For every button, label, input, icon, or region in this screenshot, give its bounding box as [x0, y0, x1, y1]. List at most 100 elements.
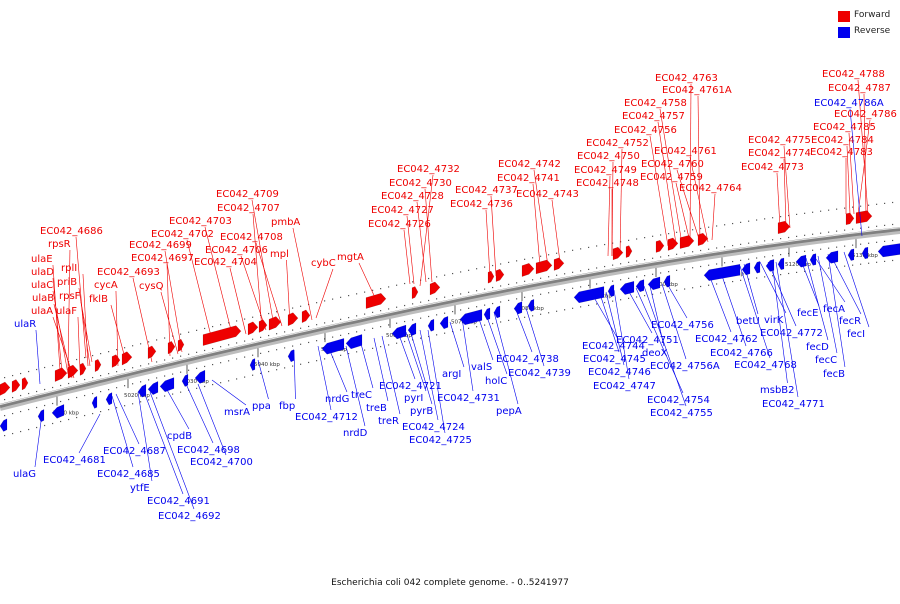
reverse-gene-block — [105, 392, 113, 406]
forward-gene-label: EC042_4759 — [640, 172, 703, 183]
forward-gene-leader — [659, 108, 683, 245]
reverse-gene-label: virK — [764, 315, 784, 326]
forward-gene-leader — [52, 277, 63, 373]
forward-gene-label: rpsR — [48, 239, 71, 250]
reverse-gene-leader — [643, 285, 687, 407]
forward-gene-label: ulaB — [32, 293, 54, 304]
reverse-gene-block — [51, 404, 65, 419]
reverse-gene-label: EC042_4731 — [437, 393, 500, 404]
forward-gene-leader — [689, 156, 709, 243]
reverse-gene-leader — [427, 329, 446, 434]
reverse-gene-block — [249, 358, 256, 371]
reverse-gene-leader — [359, 339, 374, 389]
reverse-gene-leader — [149, 391, 195, 510]
forward-gene-leader — [490, 195, 497, 277]
forward-gene-leader — [77, 316, 81, 371]
forward-gene-block — [521, 263, 535, 277]
forward-gene-leader — [697, 95, 701, 245]
reverse-gene-label: EC042_4721 — [379, 381, 442, 392]
reverse-gene-block — [0, 418, 8, 432]
forward-gene-leader — [406, 215, 415, 285]
reverse-gene-leader — [613, 289, 630, 380]
reverse-gene-label: EC042_4747 — [593, 381, 656, 392]
forward-gene-block — [11, 379, 21, 393]
forward-gene-label: EC042_4693 — [97, 267, 160, 278]
reverse-gene-leader — [707, 271, 732, 333]
reverse-gene-label: fbp — [279, 401, 295, 412]
reverse-gene-label: treR — [378, 416, 399, 427]
forward-gene-leader — [286, 259, 291, 325]
ruler-tick-label: 5010 kbp — [53, 411, 79, 417]
reverse-gene-block — [825, 250, 839, 264]
forward-gene-leader — [848, 132, 855, 215]
forward-gene-label: EC042_4741 — [497, 173, 560, 184]
reverse-gene-block — [861, 246, 869, 260]
forward-gene-label: EC042_4697 — [131, 253, 194, 264]
forward-gene-label: EC042_4756 — [614, 125, 677, 136]
reverse-gene-label: argI — [442, 369, 461, 380]
forward-gene-label: EC042_4752 — [586, 138, 649, 149]
forward-gene-label: EC042_4727 — [371, 205, 434, 216]
reverse-gene-label: nrdG — [325, 394, 349, 405]
reverse-gene-block — [777, 257, 785, 271]
reverse-gene-block — [483, 307, 491, 321]
forward-gene-leader — [255, 242, 283, 327]
reverse-gene-leader — [405, 331, 427, 392]
legend-forward-swatch — [838, 11, 850, 22]
reverse-gene-leader — [827, 253, 846, 368]
forward-gene-block — [625, 245, 633, 258]
reverse-gene-block — [91, 395, 98, 409]
forward-inner-dots — [4, 223, 894, 401]
forward-gene-leader — [857, 79, 869, 215]
forward-gene-leader — [857, 119, 871, 215]
reverse-gene-block — [181, 373, 189, 387]
forward-gene-leader — [533, 169, 549, 267]
reverse-gene-label: deoX — [642, 348, 668, 359]
reverse-gene-label: holC — [485, 376, 507, 387]
forward-gene-label: rpsF — [59, 291, 81, 302]
reverse-gene-block — [147, 381, 159, 396]
reverse-gene-leader — [605, 291, 625, 366]
reverse-gene-label: valS — [471, 362, 492, 373]
reverse-gene-leader — [849, 108, 863, 237]
reverse-gene-leader — [817, 255, 838, 354]
legend-reverse-swatch — [838, 27, 850, 38]
reverse-gene-leader — [813, 255, 846, 303]
forward-gene-label: EC042_4726 — [368, 219, 431, 230]
reverse-gene-leader — [373, 337, 389, 402]
forward-gene-label: EC042_4709 — [216, 189, 279, 200]
forward-gene-leader — [78, 287, 91, 367]
legend-forward-label: Forward — [854, 10, 891, 20]
reverse-gene-label: EC042_4766 — [710, 348, 773, 359]
forward-gene-label: fklB — [89, 294, 108, 305]
forward-gene-label: EC042_4706 — [205, 245, 268, 256]
backbone-highlight — [0, 227, 900, 406]
reverse-gene-leader — [293, 349, 296, 400]
reverse-track-dots — [4, 259, 894, 437]
reverse-gene-leader — [111, 395, 134, 468]
reverse-gene-leader — [599, 293, 620, 353]
reverse-gene-label: EC042_4786A — [814, 98, 884, 109]
reverse-gene-label: treC — [351, 390, 372, 401]
forward-gene-block — [268, 316, 282, 331]
forward-gene-leader — [164, 250, 183, 353]
reverse-gene-block — [427, 318, 435, 332]
reverse-gene-label: betU — [736, 316, 760, 327]
forward-gene-leader — [160, 291, 179, 355]
reverse-gene-block — [345, 334, 363, 350]
reverse-gene-label: EC042_4756A — [650, 361, 720, 372]
reverse-gene-block — [647, 276, 661, 291]
reverse-gene-label: fecA — [823, 304, 845, 315]
reverse-gene-leader — [759, 261, 787, 314]
reverse-gene-leader — [477, 315, 494, 361]
reverse-gene-leader — [35, 329, 41, 385]
reverse-gene-leader — [627, 289, 653, 334]
reverse-gene-label: nrdD — [343, 428, 368, 439]
forward-gene-leader — [419, 174, 434, 287]
reverse-gene-leader — [211, 379, 247, 406]
forward-gene-label: pmbA — [271, 217, 300, 228]
reverse-gene-label: EC042_4756 — [651, 320, 714, 331]
forward-gene-leader — [657, 121, 677, 245]
reverse-inner-dots — [4, 239, 894, 417]
